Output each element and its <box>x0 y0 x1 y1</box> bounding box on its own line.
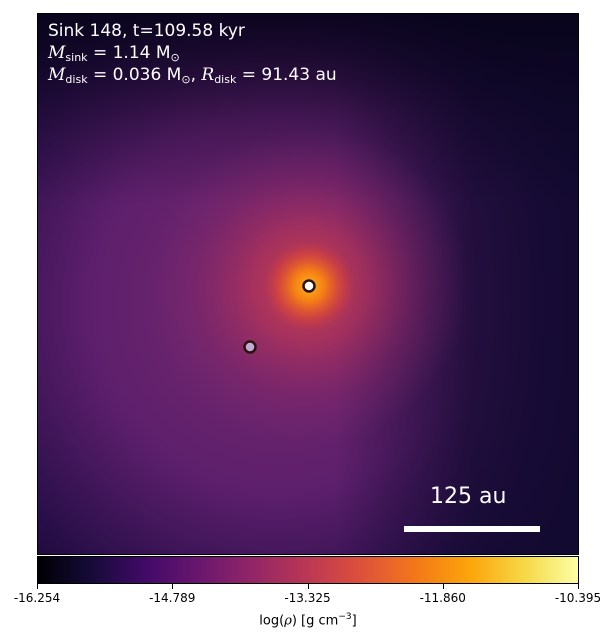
annotation-title: Sink 148, t=109.58 kyr <box>48 21 245 42</box>
mdisk-value: = 0.036 M <box>87 65 182 85</box>
density-map: Sink 148, t=109.58 kyr Msink = 1.14 M⊙ M… <box>37 13 579 555</box>
scalebar-line <box>404 526 540 532</box>
colorbar-tick <box>307 584 309 589</box>
colorbar-tick-label: -14.789 <box>149 591 196 605</box>
scalebar-label: 125 au <box>430 484 507 509</box>
colorbar-tick <box>578 584 579 589</box>
annotation-sink-mass: Msink = 1.14 M⊙ <box>48 43 180 68</box>
secondary-sink-marker <box>243 340 257 354</box>
mdisk-subscript: disk <box>65 73 88 86</box>
msink-subscript: sink <box>65 51 88 64</box>
primary-sink-marker <box>302 279 316 293</box>
comma: , <box>190 65 196 85</box>
sun-symbol: ⊙ <box>170 51 180 64</box>
cb-label-suffix: ) [g cm <box>291 613 339 629</box>
msink-symbol: M <box>48 43 66 63</box>
colorbar-axis-label: log(ρ) [g cm−3] <box>259 612 356 628</box>
cb-label-end: ] <box>351 613 357 629</box>
sun-symbol-2: ⊙ <box>181 73 191 86</box>
msink-value: = 1.14 M <box>87 43 171 63</box>
colorbar-tick-label: -10.395 <box>554 591 602 605</box>
annotation-disk: Mdisk = 0.036 M⊙, Rdisk = 91.43 au <box>48 65 337 90</box>
density-image <box>38 14 578 554</box>
colorbar-gradient <box>38 557 578 583</box>
cb-label-prefix: log( <box>259 613 285 629</box>
rdisk-subscript: disk <box>214 73 237 86</box>
colorbar-tick-label: -16.254 <box>13 591 61 605</box>
colorbar <box>37 556 579 584</box>
title-text: Sink 148, t=109.58 kyr <box>48 21 245 41</box>
colorbar-tick-label: -13.325 <box>284 591 331 605</box>
rdisk-value: = 91.43 au <box>236 65 337 85</box>
cb-label-exponent: −3 <box>338 612 352 622</box>
rdisk-symbol: R <box>201 65 215 85</box>
colorbar-tick-label: -11.860 <box>419 591 466 605</box>
mdisk-symbol: M <box>48 65 66 85</box>
rho-symbol: ρ <box>284 613 292 629</box>
colorbar-tick <box>37 584 38 589</box>
colorbar-tick <box>172 584 174 589</box>
colorbar-tick <box>442 584 444 589</box>
